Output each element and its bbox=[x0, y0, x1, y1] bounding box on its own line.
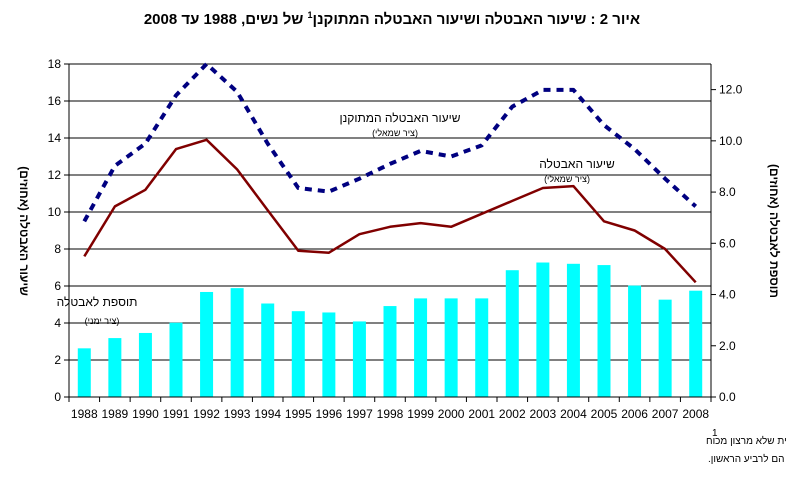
right-axis-tick-label: 0.0 bbox=[719, 390, 736, 404]
bar-1992 bbox=[200, 291, 214, 397]
x-axis-tick-label: 1988 bbox=[71, 407, 98, 421]
chart-title-main: איור 2 : שיעור האבטלה ושיעור האבטלה המתו… bbox=[313, 11, 641, 28]
left-axis-tick-label: 16 bbox=[48, 94, 62, 108]
bar-2006 bbox=[628, 285, 642, 397]
x-axis-tick-label: 2002 bbox=[499, 407, 526, 421]
left-axis-tick-label: 12 bbox=[48, 168, 62, 182]
line-series bbox=[82, 62, 698, 284]
right-axis-tick-label: 12.0 bbox=[719, 83, 743, 97]
right-axis-label: תוספת לאבטלה (אחוזים) bbox=[767, 164, 781, 298]
legend-sublabel-added-unemployment: (ציר ימני) bbox=[85, 316, 120, 326]
chart-title-end: של נשים, 1988 עד 2008 bbox=[144, 11, 308, 28]
x-axis-tick-label: 2001 bbox=[468, 407, 495, 421]
footnote-line-2: העבודה ושל הפער באחוזים בין שעות העבודה … bbox=[708, 453, 786, 465]
bar-2001 bbox=[475, 298, 489, 397]
footnote-superscript: 1 bbox=[712, 428, 718, 439]
bar-2005 bbox=[597, 265, 611, 397]
bar-1988 bbox=[77, 348, 91, 397]
left-axis-tick-label: 8 bbox=[54, 242, 61, 256]
right-axis-tick-label: 10.0 bbox=[719, 134, 743, 148]
x-axis-tick-label: 1992 bbox=[193, 407, 220, 421]
bar-1996 bbox=[322, 312, 336, 397]
left-axis-label: שיעור האבטלה (אחוזים) bbox=[17, 166, 31, 296]
x-axis-tick-label: 2008 bbox=[682, 407, 709, 421]
bar-1999 bbox=[414, 298, 428, 397]
x-axis-tick-label: 2005 bbox=[591, 407, 618, 421]
left-axis-tick-label: 18 bbox=[48, 57, 62, 71]
left-axis-ticks: 0 2 4 6 8 10 12 14 16 18 bbox=[48, 57, 69, 404]
bar-2008 bbox=[689, 290, 703, 397]
bar-2002 bbox=[505, 270, 519, 397]
line-adjusted-unemployment-rate bbox=[82, 62, 698, 223]
left-axis-tick-label: 6 bbox=[54, 279, 61, 293]
bar-series-added-unemployment bbox=[77, 262, 703, 397]
x-axis-tick-label: 2000 bbox=[438, 407, 465, 421]
x-axis-tick-label: 1993 bbox=[224, 407, 251, 421]
right-axis-tick-label: 6.0 bbox=[719, 236, 736, 250]
bar-2004 bbox=[566, 263, 580, 397]
chart-title-superscript: 1 bbox=[308, 10, 313, 20]
right-axis-tick-label: 2.0 bbox=[719, 339, 736, 353]
right-axis-ticks: 0.0 2.0 4.0 6.0 8.0 10.0 12.0 bbox=[711, 83, 743, 404]
x-axis-tick-label: 1997 bbox=[346, 407, 373, 421]
x-axis-tick-label: 2007 bbox=[652, 407, 679, 421]
x-axis-tick-label: 1998 bbox=[377, 407, 404, 421]
legend-sublabel-unemployment-rate: (ציר שמאלי) bbox=[544, 174, 590, 184]
x-axis-tick-label: 1991 bbox=[163, 407, 190, 421]
bar-2003 bbox=[536, 262, 550, 397]
bar-1994 bbox=[261, 303, 275, 397]
left-axis-tick-label: 2 bbox=[54, 353, 61, 367]
footnote-line-1: שיעור האבטלה המתוקנן מחושב כסכום של שיעו… bbox=[706, 435, 786, 447]
x-axis-ticks: 1988 1989 1990 1991 1992 1993 1994 1995 1996 1997… bbox=[68, 397, 712, 421]
bar-1998 bbox=[383, 306, 397, 397]
x-axis-tick-label: 1990 bbox=[132, 407, 159, 421]
x-axis-tick-label: 1989 bbox=[102, 407, 129, 421]
legend-sublabel-adjusted-rate: (ציר שמאלי) bbox=[372, 128, 418, 138]
left-axis-tick-label: 0 bbox=[54, 390, 61, 404]
chart-title: איור 2 : שיעור האבטלה ושיעור האבטלה המתו… bbox=[144, 10, 640, 28]
x-axis-tick-label: 1994 bbox=[254, 407, 281, 421]
x-axis-tick-label: 1995 bbox=[285, 407, 312, 421]
x-axis-tick-label: 2004 bbox=[560, 407, 587, 421]
right-axis-tick-label: 4.0 bbox=[719, 288, 736, 302]
x-axis-tick-label: 1996 bbox=[316, 407, 343, 421]
bar-2000 bbox=[444, 298, 458, 397]
bar-1990 bbox=[138, 332, 152, 397]
left-axis-tick-label: 10 bbox=[48, 205, 62, 219]
legend-label-unemployment-rate: שיעור האבטלה bbox=[539, 157, 615, 171]
bar-1997 bbox=[352, 321, 366, 397]
x-axis-tick-label: 1999 bbox=[407, 407, 434, 421]
bar-1989 bbox=[108, 338, 122, 397]
bar-1995 bbox=[291, 311, 305, 397]
left-axis-tick-label: 14 bbox=[48, 131, 62, 145]
bar-1991 bbox=[169, 322, 183, 397]
x-axis-tick-label: 2006 bbox=[621, 407, 648, 421]
axes bbox=[68, 64, 712, 398]
legend-label-adjusted-rate: שיעור האבטלה המתוקנן bbox=[339, 111, 460, 125]
left-axis-tick-label: 4 bbox=[54, 316, 61, 330]
legend-label-added-unemployment: תוספת לאבטלה bbox=[57, 295, 138, 309]
bar-2007 bbox=[658, 299, 672, 397]
line-unemployment-rate bbox=[83, 138, 697, 284]
bar-1993 bbox=[230, 288, 244, 397]
x-axis-tick-label: 2003 bbox=[530, 407, 557, 421]
right-axis-tick-label: 8.0 bbox=[719, 185, 736, 199]
